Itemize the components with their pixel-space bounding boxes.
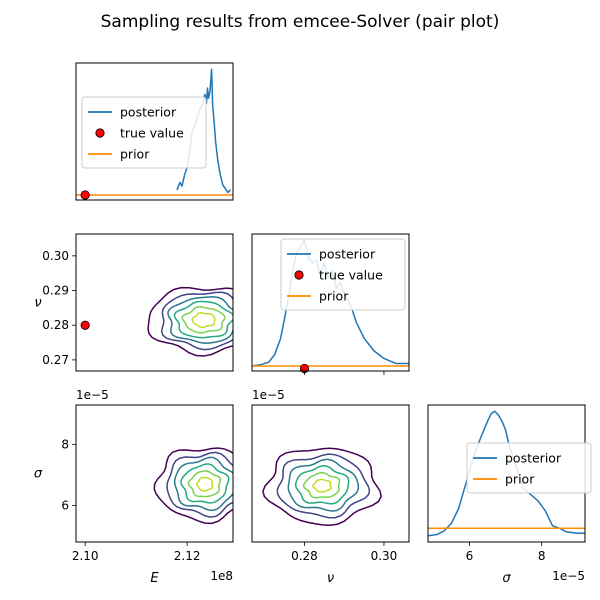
y-tick-label: 0.27: [42, 353, 69, 367]
x-axis-label: E: [150, 571, 159, 586]
legend-label: true value: [319, 268, 383, 283]
x-offset-text: 1e8: [210, 569, 233, 583]
plot-area: [153, 447, 233, 525]
y-tick-label: 0.30: [42, 249, 69, 263]
x-tick-label: 2.12: [174, 549, 201, 563]
axes-frame: [75, 404, 234, 543]
plot-area: [262, 447, 382, 527]
y-offset-text: 1e−5: [252, 388, 285, 402]
contour-level-6: [312, 478, 332, 493]
x-axis-label: ν: [327, 571, 334, 586]
contour-level-5: [187, 470, 222, 498]
legend-label: posterior: [120, 105, 177, 120]
x-tick-label: 2.10: [72, 549, 99, 563]
axes-frame: [251, 404, 410, 543]
legend-marker-true-value: [294, 270, 304, 280]
contour-level-2: [276, 453, 371, 519]
y-tick-label: 0.28: [42, 318, 69, 332]
x-offset-text: 1e−5: [552, 569, 585, 583]
posterior-line: [428, 410, 585, 537]
panel-E-marginal: posterior true value prior: [75, 62, 234, 201]
contour-level-4: [173, 300, 233, 339]
y-tick-label: 6: [61, 498, 69, 512]
axes-frame: [251, 233, 410, 372]
x-tick-label: 6: [466, 549, 474, 563]
panel-nu-marginal: posterior true value prior: [251, 233, 410, 375]
legend-label: prior: [319, 289, 349, 304]
true-value-marker: [80, 190, 90, 200]
panel-E-sigma-joint: 2.10 2.12 6 8 Eσ 1e8 1e−5: [34, 388, 234, 586]
y-offset-text: 1e−5: [76, 388, 109, 402]
axes-frame: [75, 233, 234, 372]
legend-box: [280, 238, 406, 311]
contour-level-1: [147, 286, 233, 357]
plot-area: [428, 410, 585, 537]
x-tick-label: 0.28: [291, 549, 318, 563]
contour-level-3: [287, 458, 360, 512]
true-value-marker: [80, 320, 90, 330]
y-axis-label: σ: [34, 467, 43, 482]
x-tick-label: 0.30: [371, 549, 398, 563]
contour-level-2: [166, 451, 233, 518]
legend-label: prior: [120, 147, 150, 162]
y-tick-label: 0.29: [42, 284, 69, 298]
axes-frame: [75, 62, 234, 201]
legend-label: true value: [120, 126, 184, 141]
contour-level-6: [191, 312, 216, 329]
contour-level-1: [153, 447, 233, 525]
contour-level-4: [180, 463, 230, 504]
panel-sigma-marginal: 6 8 σ 1e−5 posterior prior: [427, 404, 592, 586]
legend: posterior true value prior: [81, 96, 207, 169]
contour-level-2: [160, 291, 233, 351]
y-axis-label: ν: [34, 296, 41, 311]
contour-level-3: [167, 296, 233, 344]
contour-level-1: [262, 447, 382, 527]
legend-label: prior: [505, 472, 535, 487]
legend-label: posterior: [505, 451, 562, 466]
contour-level-6: [195, 476, 214, 492]
contour-level-3: [173, 456, 233, 512]
panel-E-nu-joint: 0.27 0.28 0.29 0.30 ν: [34, 233, 234, 372]
legend-marker-true-value: [95, 128, 105, 138]
contour-level-5: [302, 471, 341, 499]
plot-area: [147, 286, 233, 357]
legend-label: posterior: [319, 247, 376, 262]
legend: posterior true value prior: [280, 238, 406, 311]
contour-level-5: [181, 306, 226, 334]
legend-box: [81, 96, 207, 169]
contour-level-4: [294, 465, 350, 505]
figure-title: Sampling results from emcee-Solver (pair…: [101, 12, 500, 32]
x-tick-label: 8: [538, 549, 546, 563]
legend-box: [466, 442, 592, 494]
x-axis-label: σ: [502, 571, 511, 586]
legend: posterior prior: [466, 442, 592, 494]
y-tick-label: 8: [61, 438, 69, 452]
panel-nu-sigma-joint: 0.28 0.30 ν 1e−5: [251, 388, 410, 586]
